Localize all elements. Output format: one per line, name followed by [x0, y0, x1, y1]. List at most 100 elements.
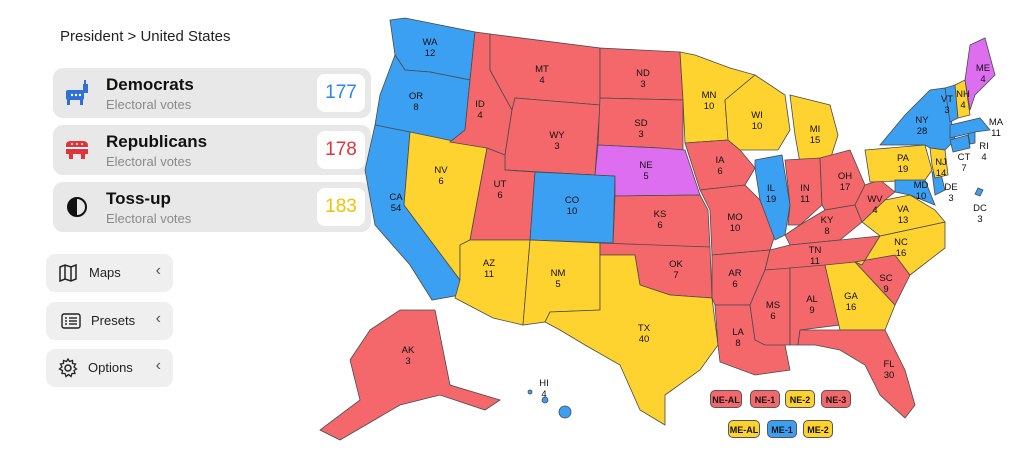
- state-ma[interactable]: [949, 117, 991, 139]
- republicans-votes: 178: [317, 131, 365, 169]
- state-label-me: ME 4: [975, 63, 991, 85]
- tossup-card[interactable]: Toss-up Electoral votes 183: [53, 182, 371, 232]
- state-label-va: VA 13: [897, 204, 909, 226]
- state-label-az: AZ 11: [482, 258, 496, 280]
- district-ne-al[interactable]: NE-AL: [710, 390, 742, 408]
- state-label-hi: HI 4: [539, 378, 549, 400]
- state-ga[interactable]: [824, 261, 896, 331]
- republicans-title: Republicans: [106, 132, 208, 151]
- state-ks[interactable]: [612, 194, 711, 248]
- state-label-tx: TX 40: [637, 323, 651, 345]
- state-label-ut: UT 6: [493, 179, 507, 201]
- state-ak[interactable]: [319, 309, 501, 441]
- state-label-mo: MO 10: [727, 212, 743, 234]
- state-label-mi: MI 15: [809, 124, 821, 146]
- state-label-co: CO 10: [564, 195, 580, 217]
- district-ne-3[interactable]: NE-3: [821, 390, 851, 408]
- state-label-nm: NM 5: [550, 268, 566, 290]
- maps-button[interactable]: Maps ‹: [46, 254, 173, 292]
- state-me[interactable]: [964, 37, 996, 111]
- district-me-al[interactable]: ME-AL: [728, 420, 760, 438]
- state-label-la: LA 8: [732, 327, 744, 349]
- us-electoral-map: [319, 17, 996, 441]
- options-label: Options: [88, 360, 133, 375]
- state-pa[interactable]: [864, 144, 933, 183]
- state-label-wa: WA 12: [422, 37, 438, 59]
- state-label-wy: WY 3: [549, 130, 565, 152]
- state-dc[interactable]: [974, 187, 984, 197]
- donkey-icon: [66, 80, 88, 105]
- half-circle-icon: [67, 197, 87, 217]
- state-label-sd: SD 3: [634, 118, 648, 140]
- state-label-ri: RI 4: [979, 141, 989, 163]
- presets-button[interactable]: Presets ‹: [46, 302, 173, 340]
- state-label-al: AL 9: [806, 294, 818, 316]
- state-label-sc: SC 9: [879, 273, 893, 295]
- democrats-title: Democrats: [106, 75, 194, 94]
- state-label-mt: MT 4: [535, 64, 549, 86]
- tossup-title: Toss-up: [106, 189, 171, 208]
- state-label-or: OR 8: [408, 91, 424, 113]
- map-icon: [59, 263, 77, 283]
- district-me-1[interactable]: ME-1: [767, 420, 797, 438]
- democrats-card[interactable]: Democrats Electoral votes 177: [53, 68, 371, 118]
- maps-label: Maps: [89, 265, 121, 280]
- state-label-wi: WI 10: [751, 110, 763, 132]
- state-label-ak: AK 3: [401, 345, 415, 367]
- democrats-subtitle: Electoral votes: [106, 97, 192, 112]
- district-me-2[interactable]: ME-2: [803, 420, 833, 438]
- tossup-votes: 183: [317, 188, 365, 226]
- state-label-vt: VT 3: [940, 94, 954, 116]
- state-label-ok: OK 7: [669, 259, 683, 281]
- state-label-mn: MN 10: [701, 90, 717, 112]
- state-label-dc: DC 3: [973, 203, 987, 225]
- state-hi[interactable]: [527, 389, 533, 395]
- chevron-left-icon: ‹: [155, 357, 161, 374]
- state-label-ks: KS 6: [653, 209, 667, 231]
- state-label-id: ID 4: [475, 99, 485, 121]
- state-label-ms: MS 6: [765, 300, 781, 322]
- state-mo[interactable]: [699, 184, 776, 256]
- state-label-de: DE 3: [944, 182, 958, 204]
- state-label-ky: KY 8: [820, 215, 834, 237]
- state-nj[interactable]: [929, 147, 949, 179]
- state-fl[interactable]: [797, 329, 916, 419]
- state-label-nc: NC 16: [894, 237, 908, 259]
- chevron-left-icon: ‹: [155, 262, 161, 279]
- republicans-subtitle: Electoral votes: [106, 154, 192, 169]
- state-label-tn: TN 11: [808, 245, 822, 267]
- state-label-pa: PA 19: [897, 153, 909, 175]
- state-hi[interactable]: [558, 405, 572, 419]
- state-label-nj: NJ 14: [935, 157, 947, 179]
- state-label-in: IN 11: [800, 183, 810, 205]
- state-tx[interactable]: [544, 254, 719, 426]
- state-label-nv: NV 6: [434, 165, 448, 187]
- state-wi[interactable]: [724, 74, 791, 151]
- state-label-ct: CT 7: [957, 152, 971, 174]
- state-label-wv: WV 4: [867, 194, 883, 216]
- state-label-ne: NE 5: [639, 160, 653, 182]
- state-label-fl: FL 30: [883, 359, 895, 381]
- district-ne-1[interactable]: NE-1: [750, 390, 780, 408]
- state-label-ma: MA 11: [988, 117, 1004, 139]
- list-icon: [61, 313, 81, 329]
- state-label-il: IL 19: [765, 183, 777, 205]
- options-button[interactable]: Options ‹: [46, 349, 173, 387]
- state-label-oh: OH 17: [837, 171, 853, 193]
- state-md[interactable]: [894, 179, 936, 206]
- state-label-nh: NH 4: [956, 89, 970, 111]
- state-az[interactable]: [454, 239, 531, 326]
- state-hi[interactable]: [541, 396, 549, 404]
- presets-label: Presets: [91, 313, 136, 328]
- state-label-md: MD 10: [913, 180, 929, 202]
- state-label-ny: NY 28: [915, 115, 929, 137]
- district-ne-2[interactable]: NE-2: [785, 390, 815, 408]
- state-label-ia: IA 6: [715, 155, 725, 177]
- gear-icon: [58, 358, 78, 378]
- state-il[interactable]: [754, 154, 791, 241]
- state-label-nd: ND 3: [636, 68, 650, 90]
- republicans-card[interactable]: Republicans Electoral votes 178: [53, 125, 371, 175]
- state-ct[interactable]: [949, 134, 971, 153]
- state-label-ca: CA 54: [389, 192, 403, 214]
- elephant-icon: [66, 141, 88, 159]
